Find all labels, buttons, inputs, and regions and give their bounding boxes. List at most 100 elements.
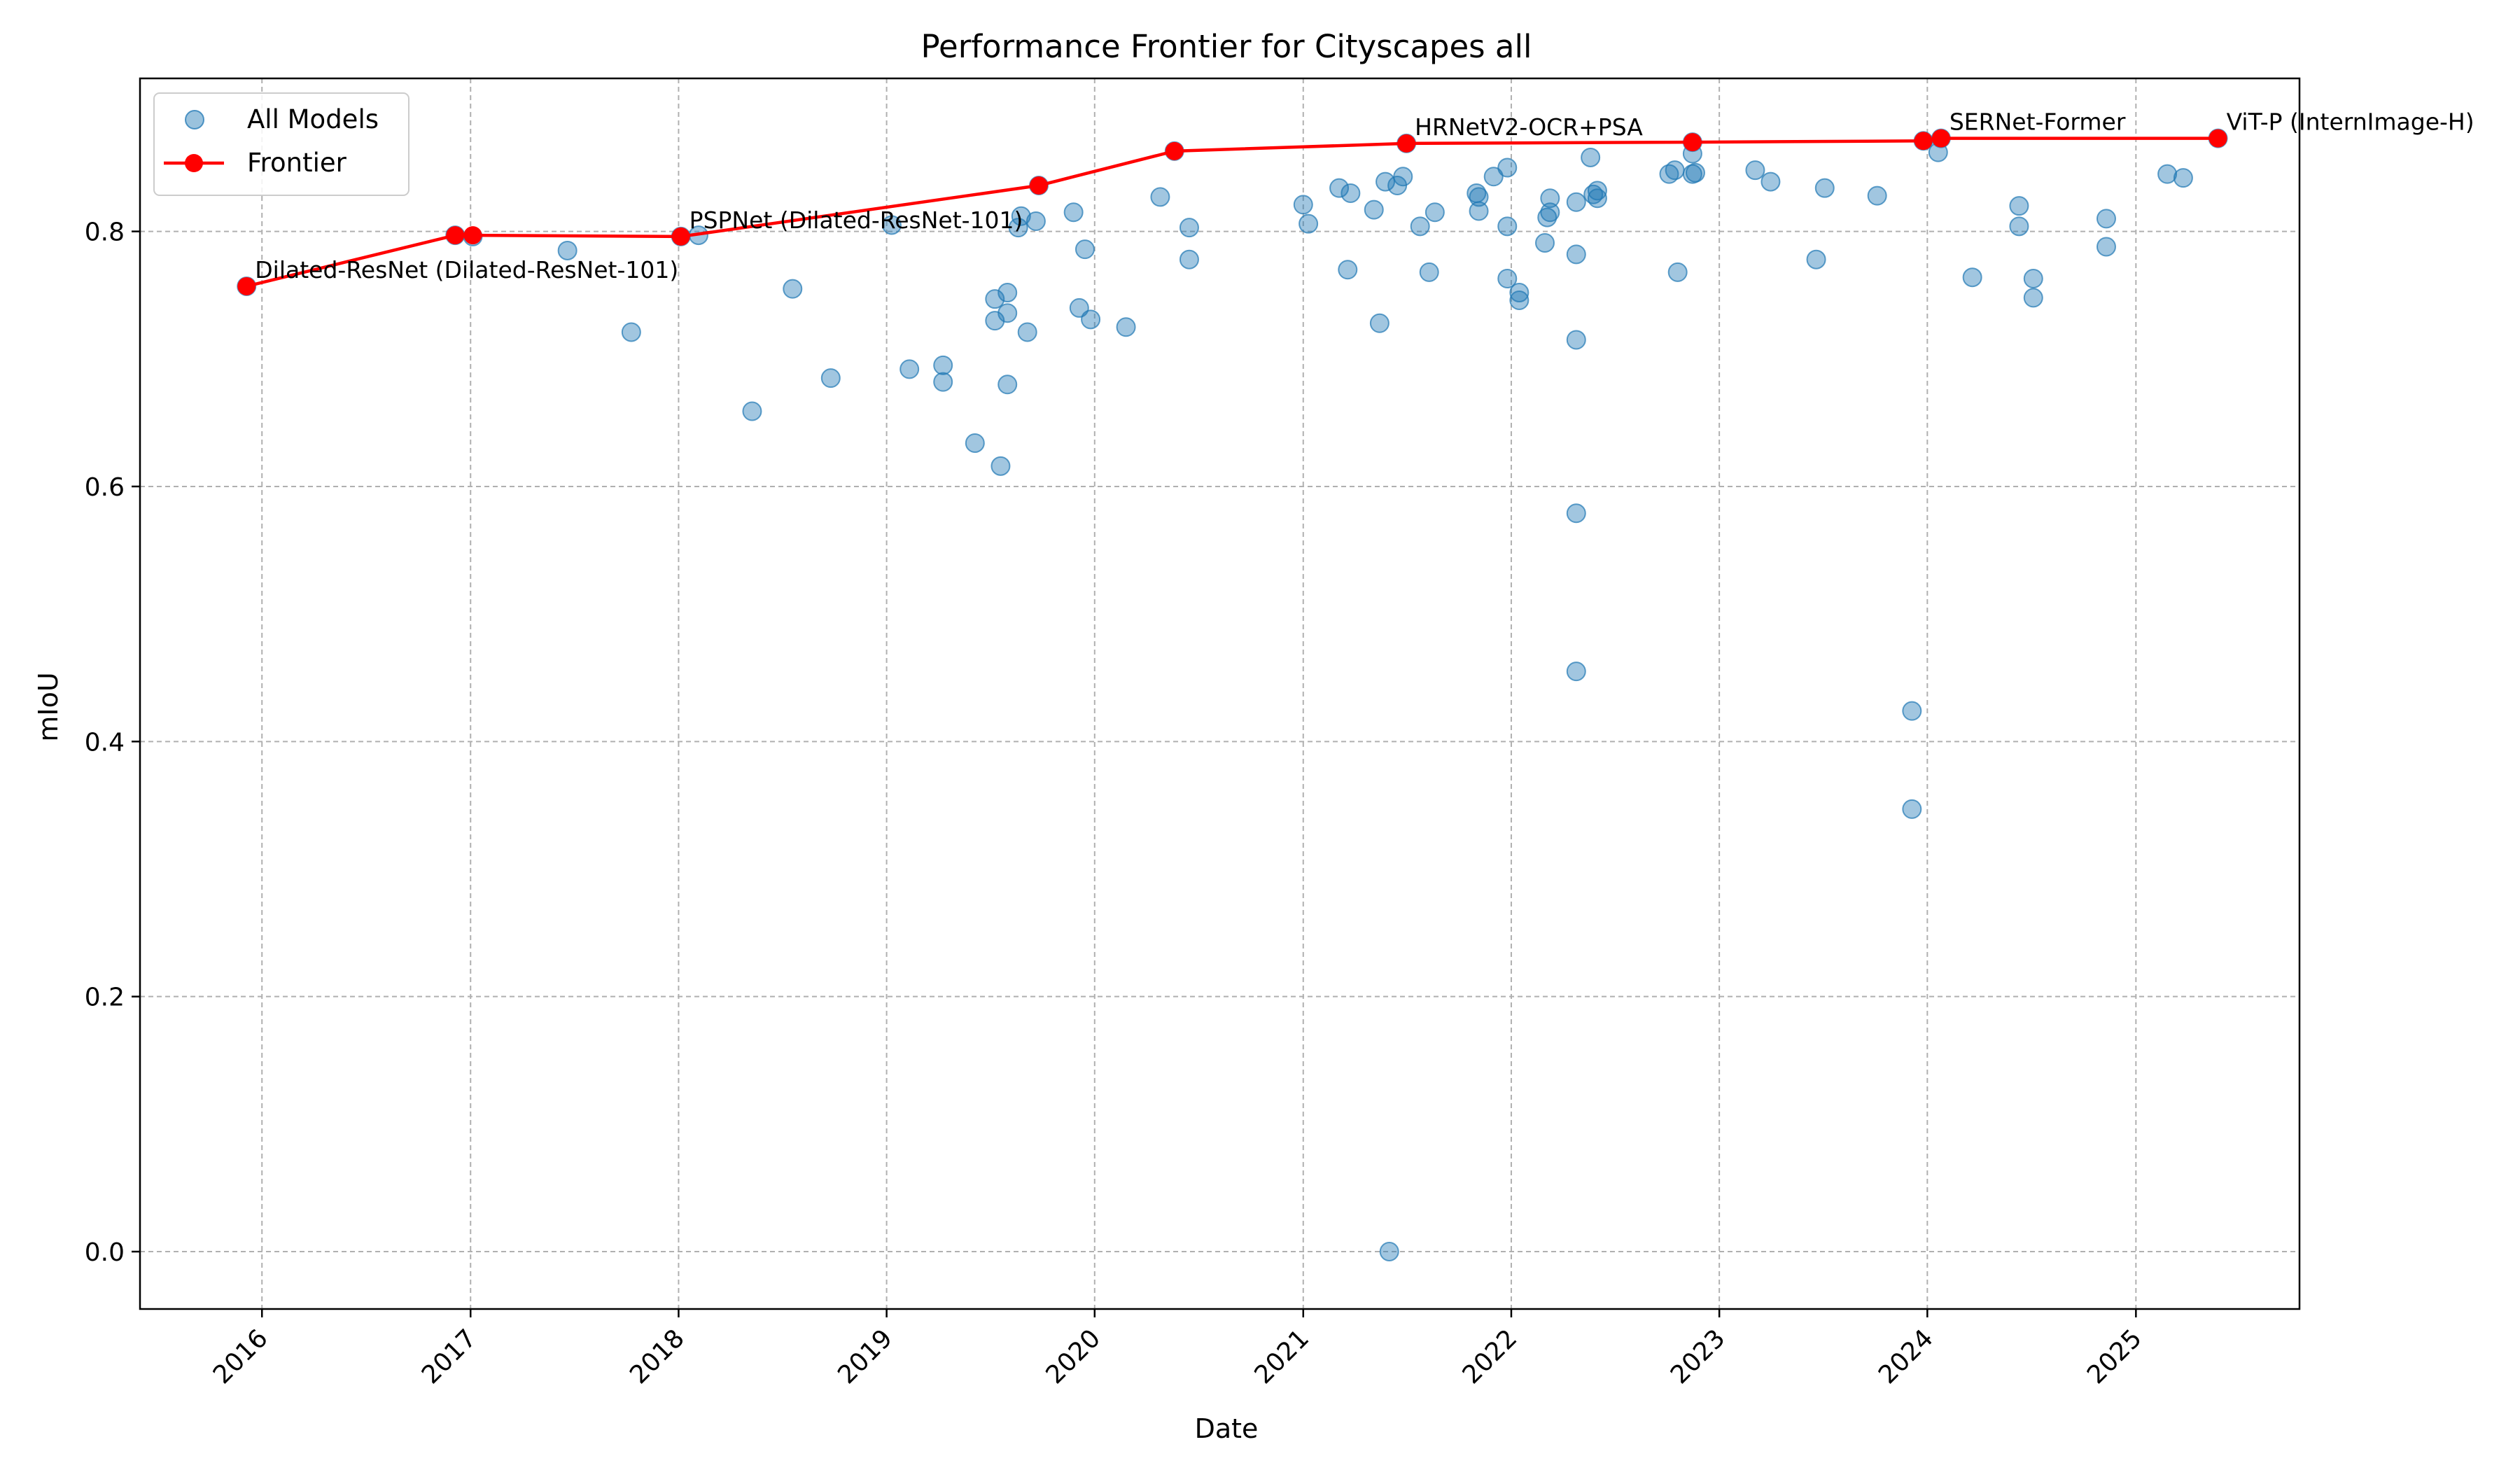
scatter-point <box>985 289 1005 309</box>
legend-marker-all-models <box>185 110 204 130</box>
scatter-point <box>1379 1242 1399 1262</box>
scatter-point <box>1806 249 1826 270</box>
scatter-point <box>997 374 1018 395</box>
scatter-point <box>1509 290 1530 310</box>
scatter-point <box>1410 216 1430 237</box>
frontier-annotation: PSPNet (Dilated-ResNet-101) <box>690 206 1023 234</box>
scatter-point <box>965 433 985 454</box>
scatter-point <box>1074 239 1095 260</box>
scatter-point <box>1566 244 1586 265</box>
scatter-point <box>621 322 641 342</box>
scatter-point <box>1298 214 1319 234</box>
frontier-point <box>237 276 256 295</box>
scatter-point <box>1329 178 1350 198</box>
scatter-point <box>1026 211 1046 232</box>
plot-frame <box>139 77 2301 1310</box>
scatter-point <box>1540 202 1560 223</box>
scatter-point <box>997 303 1018 323</box>
scatter-point <box>1497 269 1518 289</box>
scatter-point <box>881 215 902 235</box>
frontier-point <box>1914 132 1933 150</box>
scatter-point <box>1008 218 1028 238</box>
y-tick-label: 0.4 <box>85 728 125 757</box>
scatter-point <box>1017 322 1037 342</box>
scatter-point <box>1587 188 1607 209</box>
y-tick-label: 0.8 <box>85 218 125 247</box>
scatter-point <box>997 283 1018 303</box>
scatter-point <box>1566 662 1586 682</box>
scatter-point <box>1667 262 1688 282</box>
scatter-point <box>1469 201 1489 221</box>
frontier-annotation: Dilated-ResNet (Dilated-ResNet-101) <box>255 256 678 284</box>
scatter-point <box>2157 164 2178 184</box>
scatter-point <box>1814 178 1835 198</box>
scatter-point <box>820 368 841 388</box>
y-tick-label: 0.2 <box>85 983 125 1012</box>
scatter-point <box>1587 181 1607 201</box>
scatter-point <box>1393 167 1413 187</box>
frontier-point <box>1165 141 1184 160</box>
scatter-point <box>990 456 1011 476</box>
frontier-point <box>463 226 482 245</box>
legend-label-frontier: Frontier <box>247 148 347 178</box>
scatter-point <box>899 359 920 379</box>
frontier-point <box>1683 133 1702 152</box>
scatter-point <box>2096 237 2116 257</box>
scatter-point <box>1063 202 1084 223</box>
scatter-point <box>1581 147 1601 167</box>
frontier-point <box>671 227 690 246</box>
scatter-point <box>1535 233 1555 253</box>
scatter-point <box>1469 187 1489 207</box>
scatter-point <box>1962 267 1982 288</box>
scatter-point <box>2023 288 2043 308</box>
scatter-point <box>1483 167 1504 187</box>
scatter-point <box>1338 260 1358 280</box>
chart-title: Performance Frontier for Cityscapes all <box>921 28 1532 65</box>
scatter-point <box>1566 330 1586 350</box>
scatter-point <box>1179 249 1199 270</box>
frontier-layer <box>237 129 2227 295</box>
scatter-point <box>2009 196 2029 216</box>
scatter-point <box>1369 313 1390 333</box>
y-axis-label: mIoU <box>33 672 64 741</box>
scatter-point <box>1509 283 1530 303</box>
frontier-point <box>446 226 465 245</box>
scatter-point <box>1424 202 1445 223</box>
scatter-point <box>1497 158 1518 178</box>
scatter-point <box>933 372 953 392</box>
frontier-point <box>1931 129 1950 148</box>
x-axis-label: Date <box>1195 1413 1259 1444</box>
scatter-point <box>1376 172 1396 192</box>
legend-box <box>153 92 410 196</box>
frontier-point <box>1397 134 1416 153</box>
scatter-point <box>1179 218 1199 238</box>
scatter-point <box>2096 209 2116 229</box>
scatter-point <box>1011 206 1031 226</box>
scatter-point <box>1902 799 1922 819</box>
frontier-annotation: HRNetV2-OCR+PSA <box>1415 113 1643 141</box>
scatter-point <box>1081 309 1101 330</box>
scatter-point <box>1665 160 1685 181</box>
scatter-point <box>1760 172 1781 192</box>
scatter-point <box>1116 317 1136 337</box>
scatter-point <box>933 355 953 375</box>
frontier-annotation: ViT-P (InternImage-H) <box>2227 108 2474 136</box>
y-tick-label: 0.6 <box>85 473 125 502</box>
scatter-point <box>1540 188 1560 209</box>
scatter-point <box>1340 183 1361 203</box>
scatter-point <box>1566 503 1586 524</box>
annotation-layer: Dilated-ResNet (Dilated-ResNet-101) PSPNe… <box>255 108 2474 284</box>
scatter-point <box>1419 262 1439 282</box>
scatter-point <box>1150 187 1170 207</box>
legend-marker-frontier <box>185 154 203 172</box>
frontier-annotation: SERNet-Former <box>1949 108 2126 136</box>
scatter-point <box>1745 160 1765 181</box>
scatter-point <box>1867 186 1887 206</box>
scatter-point <box>2023 269 2043 289</box>
scatter-point <box>1685 162 1705 183</box>
scatter-point <box>2009 216 2029 237</box>
scatter-point <box>783 279 803 299</box>
scatter-point <box>1902 701 1922 721</box>
